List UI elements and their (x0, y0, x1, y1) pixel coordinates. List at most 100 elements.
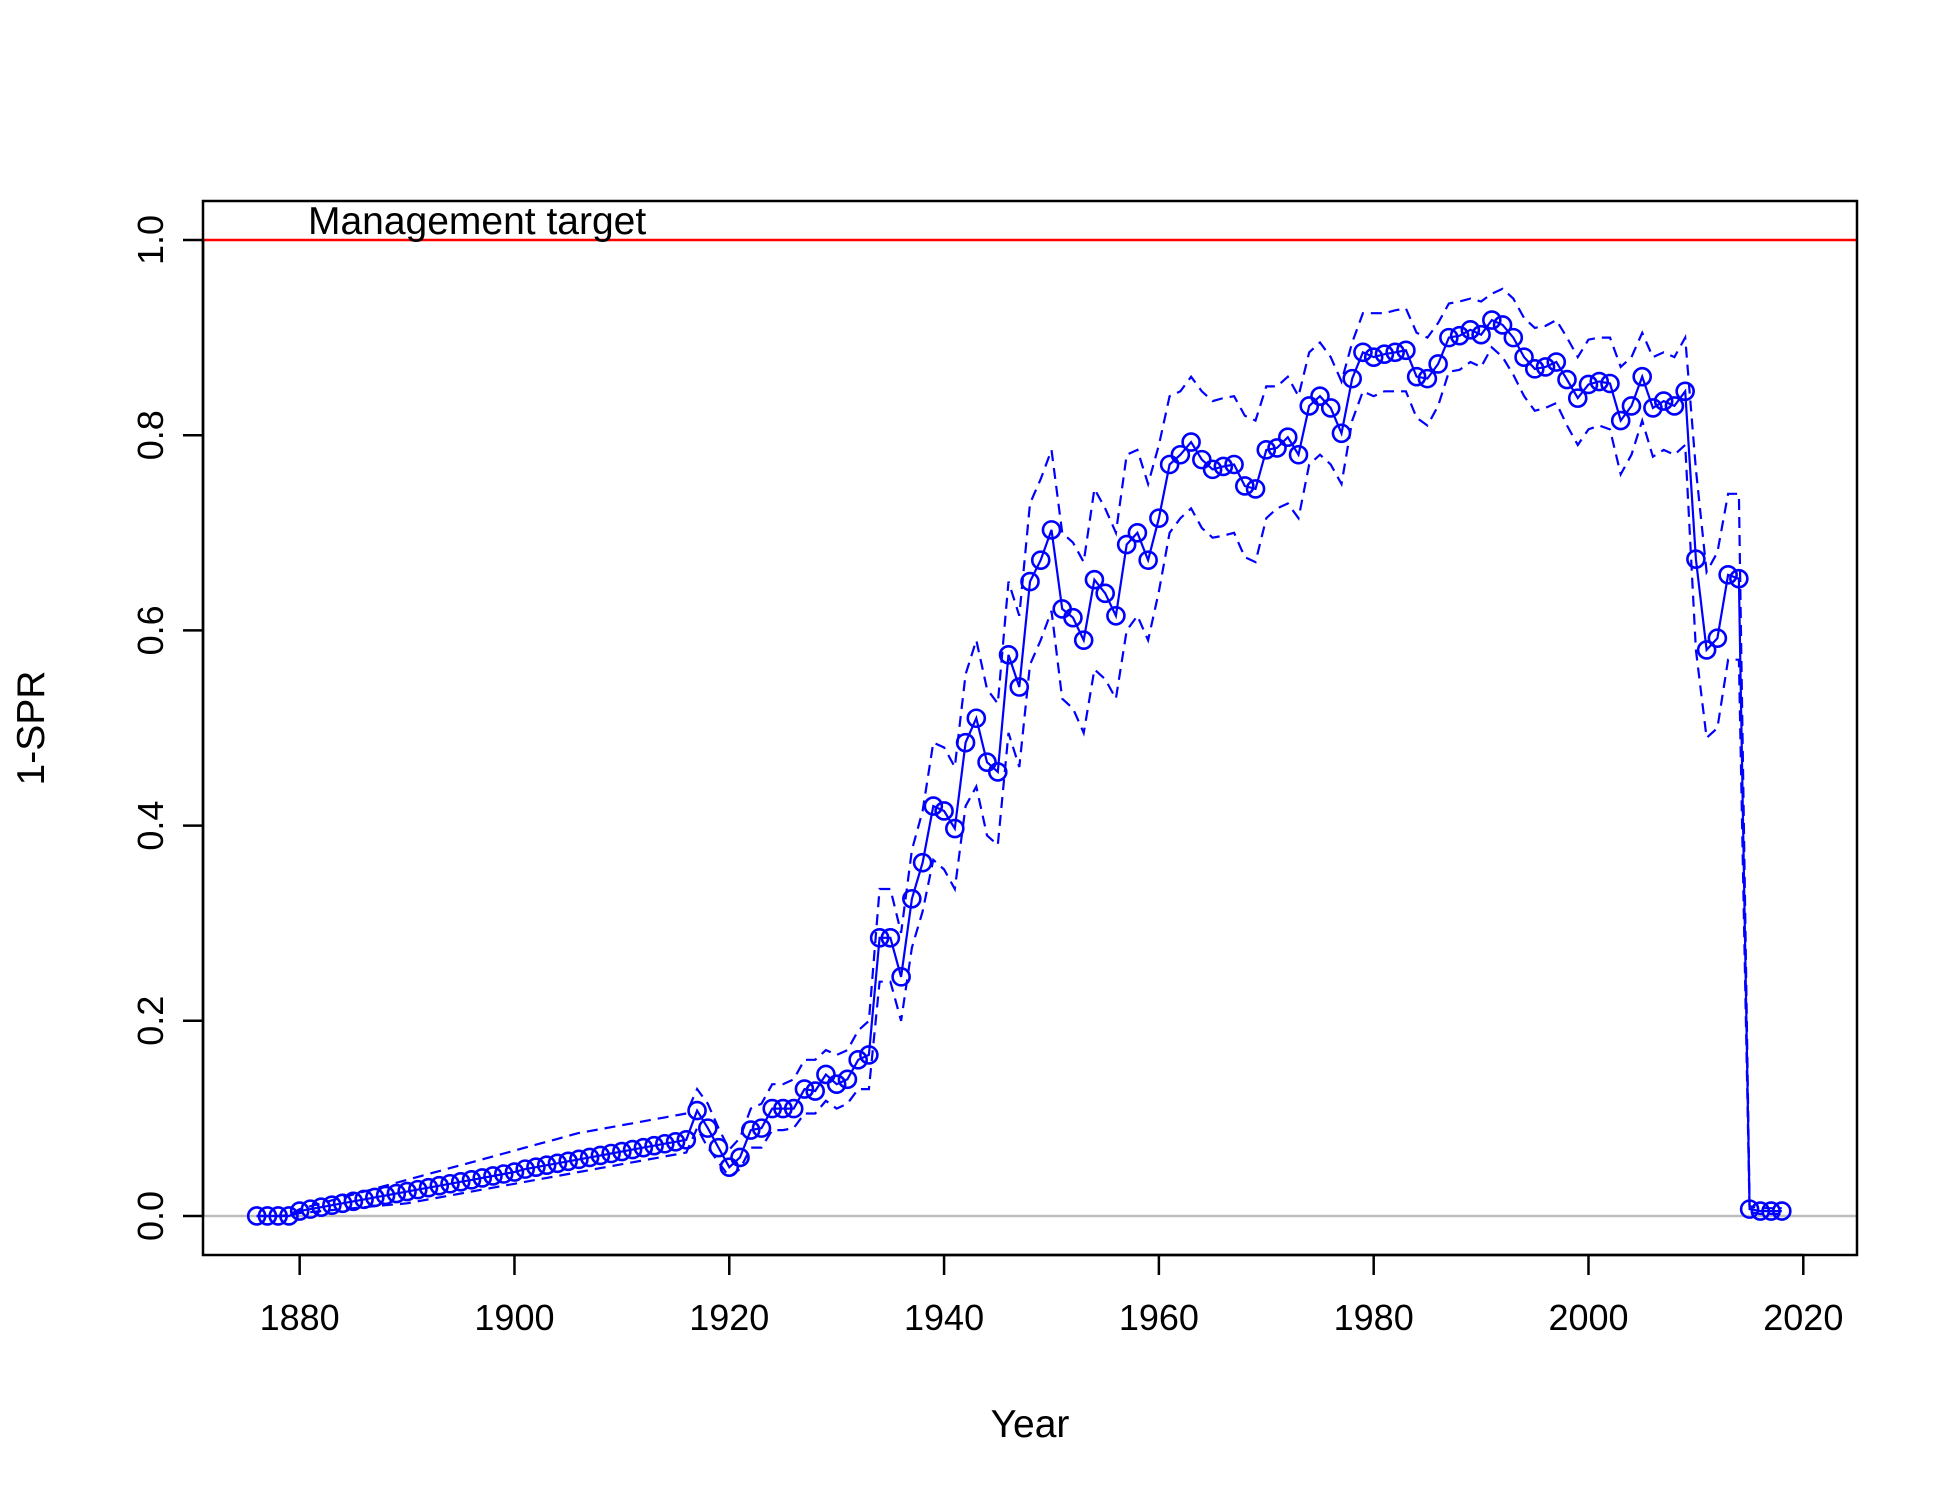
data-point (246, 1206, 267, 1226)
data-point (1202, 459, 1223, 480)
y-tick-label: 0.8 (130, 410, 171, 460)
data-point (1181, 432, 1201, 452)
data-point (622, 1139, 643, 1160)
data-point (268, 1206, 288, 1226)
x-tick-label: 1980 (1334, 1297, 1414, 1338)
data-point (644, 1135, 664, 1156)
data-point (998, 645, 1019, 665)
data-point (1020, 571, 1040, 592)
x-tick-label: 2020 (1763, 1297, 1843, 1338)
y-tick-label: 0.0 (130, 1191, 171, 1241)
data-point (891, 967, 911, 987)
data-point (1041, 520, 1062, 540)
data-point (493, 1164, 514, 1184)
data-point (1310, 386, 1330, 406)
data-point (526, 1157, 546, 1177)
data-point (440, 1173, 460, 1194)
plot-frame (201, 199, 1859, 1257)
data-point (1277, 427, 1298, 447)
data-point (1535, 357, 1556, 377)
data-point (1030, 550, 1051, 570)
data-point (558, 1151, 578, 1172)
data-point (902, 888, 922, 909)
data-point (1449, 325, 1470, 346)
data-point (859, 1045, 879, 1065)
data-point (1406, 366, 1427, 387)
data-point (762, 1098, 783, 1119)
data-point (450, 1172, 471, 1192)
data-point (1192, 449, 1212, 470)
data-point (1235, 476, 1255, 496)
data-point (1750, 1201, 1771, 1221)
data-point (1589, 371, 1610, 392)
data-point (869, 928, 890, 948)
data-point (1664, 396, 1685, 416)
data-point (687, 1100, 707, 1121)
data-point (1149, 508, 1169, 528)
data-point (708, 1137, 729, 1158)
data-point (1320, 398, 1341, 418)
data-point (590, 1145, 611, 1166)
data-point (1288, 444, 1309, 465)
data-point (1610, 410, 1631, 431)
data-point (730, 1147, 750, 1168)
data-point (934, 801, 954, 821)
data-point (740, 1120, 761, 1140)
data-point (1213, 456, 1234, 477)
data-point (1063, 607, 1083, 628)
x-tick-label: 1960 (1119, 1297, 1199, 1338)
data-point (1428, 354, 1448, 374)
data-point (1600, 373, 1620, 394)
data-point (569, 1149, 589, 1170)
data-point (1138, 550, 1158, 570)
data-point (1632, 366, 1652, 387)
data-point (1557, 369, 1577, 390)
data-point (719, 1157, 740, 1177)
data-point (1363, 347, 1384, 367)
data-point (1482, 310, 1502, 330)
data-point (612, 1141, 632, 1162)
data-point (1299, 396, 1320, 416)
data-point (1514, 347, 1534, 367)
data-point (633, 1137, 654, 1158)
data-point (386, 1183, 407, 1204)
data-point (794, 1079, 815, 1099)
data-point (1224, 454, 1244, 475)
data-point (365, 1187, 385, 1208)
data-point (397, 1181, 417, 1202)
data-point (783, 1098, 804, 1119)
data-point (1374, 344, 1395, 365)
data-point (483, 1166, 503, 1186)
data-points (246, 310, 1792, 1226)
data-point (880, 928, 901, 948)
x-tick-label: 1920 (689, 1297, 769, 1338)
data-point (1729, 568, 1749, 589)
data-point (1116, 534, 1137, 555)
data-point (977, 752, 997, 772)
y-axis-title: 1-SPR (10, 671, 53, 786)
data-point (945, 818, 965, 839)
data-point (805, 1081, 825, 1101)
data-point (1739, 1199, 1760, 1219)
data-point (601, 1143, 621, 1164)
data-point (547, 1153, 568, 1174)
series-group (256, 318, 1782, 1218)
data-point (1127, 523, 1148, 543)
data-point (1073, 630, 1094, 650)
data-point (837, 1069, 858, 1090)
data-point (1492, 315, 1513, 335)
data-point (1084, 569, 1105, 590)
data-point (816, 1064, 836, 1085)
data-point (751, 1118, 772, 1138)
data-point (332, 1193, 353, 1214)
data-point (1471, 324, 1491, 345)
data-point (1331, 423, 1352, 444)
upper-interval-line (256, 287, 1782, 1218)
data-point (289, 1201, 310, 1221)
data-point (1524, 359, 1545, 379)
data-point (1718, 564, 1738, 585)
data-point (536, 1155, 557, 1176)
data-point (1567, 388, 1588, 408)
management-target-label: Management target (308, 200, 646, 243)
y-tick-label: 0.2 (130, 996, 171, 1046)
